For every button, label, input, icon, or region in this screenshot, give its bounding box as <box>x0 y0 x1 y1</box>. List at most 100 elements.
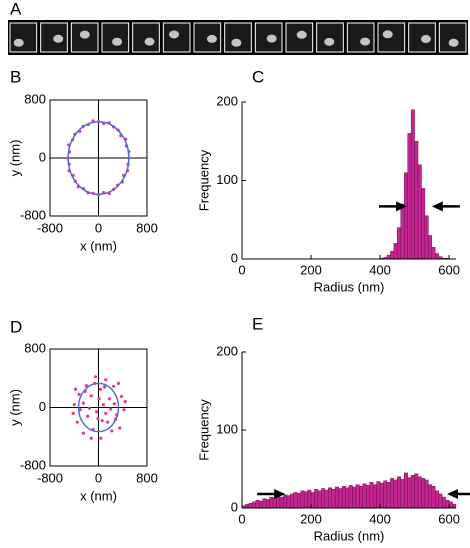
point <box>105 420 110 424</box>
particle-image <box>382 30 393 39</box>
bar <box>376 481 381 509</box>
x-axis-label: x (nm) <box>80 488 117 503</box>
point <box>118 426 122 430</box>
bar <box>259 500 263 509</box>
bar <box>290 493 294 509</box>
bar <box>286 495 291 509</box>
point <box>99 436 103 440</box>
point <box>112 384 116 388</box>
point <box>122 408 126 412</box>
bar <box>404 172 408 260</box>
x-tick-label: 0 <box>95 220 102 235</box>
y-tick-label: 100 <box>216 421 238 436</box>
particle-image <box>324 37 335 46</box>
panel-label: A <box>10 0 22 18</box>
bar <box>338 488 343 509</box>
frame <box>132 22 160 53</box>
x-axis-label: Radius (nm) <box>314 528 385 543</box>
bar <box>297 492 301 509</box>
bar <box>328 487 332 509</box>
bar <box>262 498 267 509</box>
y-axis-label: y (nm) <box>7 389 22 426</box>
bar <box>255 500 260 509</box>
arrow-head <box>274 488 286 499</box>
y-axis-label: Frequency <box>196 399 211 461</box>
arrow-head <box>447 488 459 499</box>
x-tick-label: 200 <box>300 262 322 277</box>
point <box>87 406 92 410</box>
arrow-head <box>431 201 443 212</box>
point <box>104 411 108 415</box>
arrow <box>257 488 286 499</box>
particle-image <box>448 38 459 47</box>
bar <box>300 490 305 509</box>
bar <box>417 476 422 509</box>
bar <box>341 485 346 509</box>
bar <box>400 203 405 260</box>
bar <box>265 499 270 509</box>
particle-image <box>79 30 90 39</box>
point <box>97 397 101 401</box>
x-tick-label: 0 <box>238 262 245 277</box>
y-tick-label: 200 <box>216 93 238 108</box>
bar <box>431 485 436 509</box>
bar <box>397 476 401 509</box>
x-tick-label: 400 <box>369 511 391 526</box>
bar <box>283 494 288 509</box>
bar <box>393 243 398 260</box>
point <box>71 411 75 415</box>
point <box>93 375 98 379</box>
frame <box>316 22 344 53</box>
bar <box>248 503 253 509</box>
point <box>98 387 102 391</box>
bar <box>410 109 415 260</box>
particle-image <box>296 30 307 39</box>
point <box>72 402 76 407</box>
y-tick-label: 0 <box>231 499 238 514</box>
arrow <box>447 488 470 499</box>
bar <box>417 164 422 260</box>
bar <box>307 489 312 509</box>
y-tick-label: 0 <box>39 149 46 164</box>
particle-image <box>53 34 64 43</box>
x-tick-label: 400 <box>369 262 391 277</box>
bar <box>448 501 453 509</box>
y-tick-label: 800 <box>24 91 46 106</box>
bar <box>435 253 439 260</box>
frame <box>101 22 130 53</box>
arrow-head <box>395 201 407 212</box>
bar <box>410 475 415 509</box>
panel-label: B <box>10 67 21 86</box>
point <box>110 429 114 433</box>
point <box>73 387 78 391</box>
point <box>100 419 104 423</box>
arrow <box>378 201 407 212</box>
x-axis-label: x (nm) <box>80 238 117 253</box>
bar <box>310 492 315 509</box>
y-tick-label: 100 <box>216 172 238 187</box>
x-tick-label: -800 <box>37 470 63 485</box>
particle-image <box>169 30 180 39</box>
y-tick-label: 800 <box>24 340 46 355</box>
bar <box>321 488 326 509</box>
bar <box>359 485 364 509</box>
bar <box>272 497 277 509</box>
bar <box>276 496 281 509</box>
x-tick-label: 200 <box>300 511 322 526</box>
bar <box>421 478 426 509</box>
y-tick-label: 200 <box>216 343 238 358</box>
bar <box>324 489 329 509</box>
panel-label: D <box>10 317 22 336</box>
point <box>78 408 82 412</box>
bar <box>331 489 336 509</box>
particle-image <box>144 37 155 46</box>
bar <box>348 485 353 509</box>
y-tick-label: -800 <box>20 457 46 472</box>
particle-image <box>420 35 431 44</box>
x-tick-label: 600 <box>438 262 460 277</box>
y-tick-label: -800 <box>20 207 46 222</box>
x-tick-label: 0 <box>238 511 245 526</box>
x-tick-label: 800 <box>136 470 158 485</box>
bar <box>414 141 419 260</box>
